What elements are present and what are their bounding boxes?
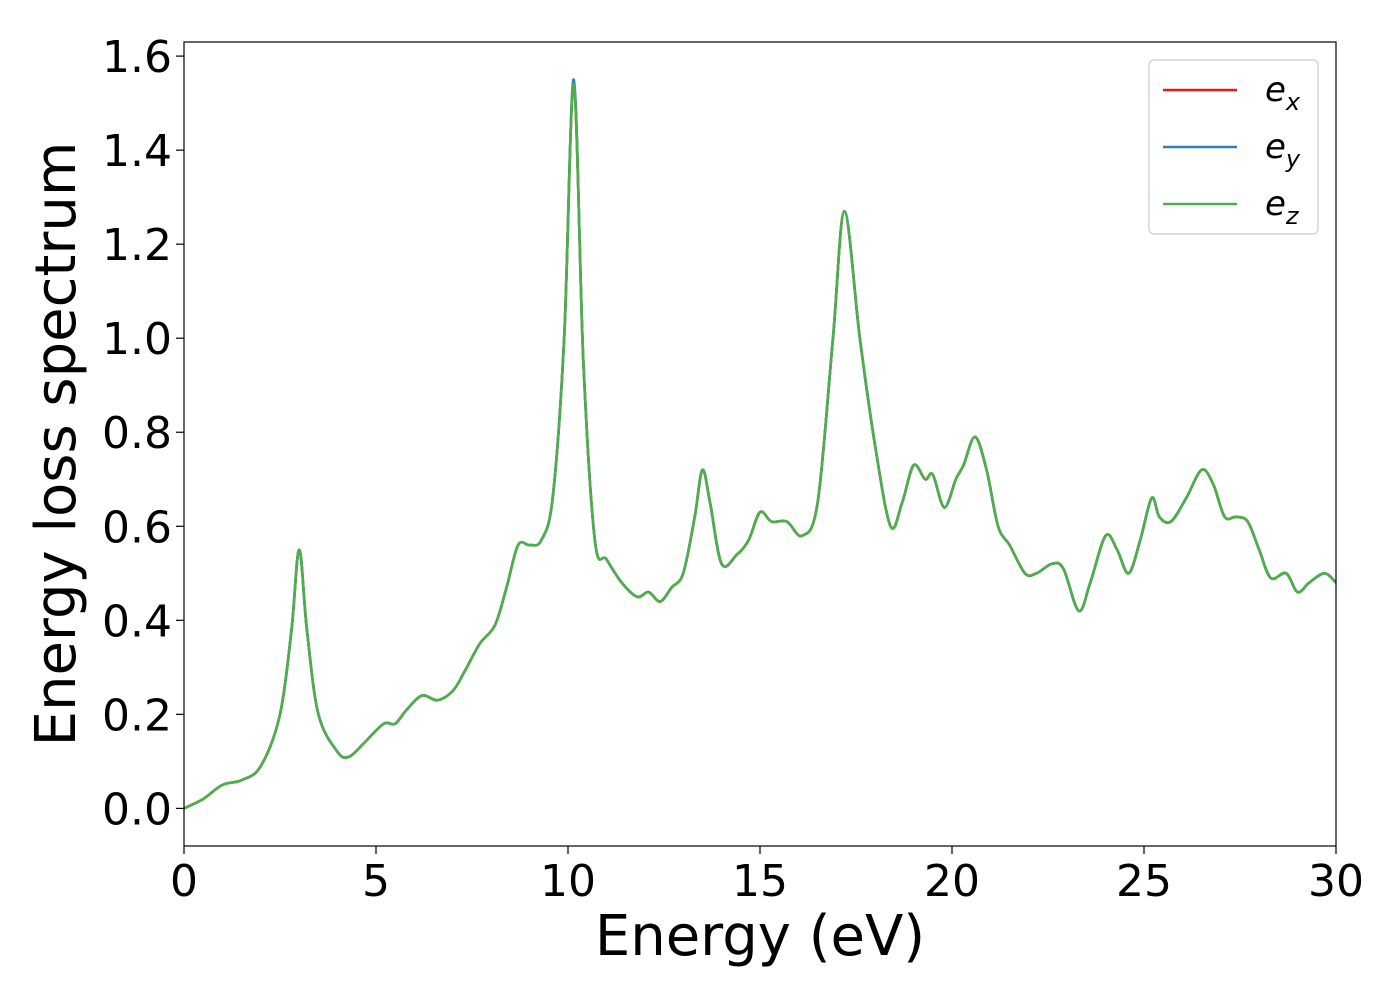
x-axis: 0 5 10 15 20 25 30	[170, 846, 1364, 907]
legend-label-e-z: ez	[1265, 184, 1300, 230]
y-tick-label: 0.8	[102, 408, 172, 459]
y-tick-label: 1.4	[102, 126, 172, 177]
series-line-e-z	[184, 83, 1336, 810]
y-axis-label: Energy loss spectrum	[24, 142, 89, 747]
y-tick-label: 1.0	[102, 314, 172, 365]
y-tick-label: 0.6	[102, 502, 172, 553]
y-axis: 0.0 0.2 0.4 0.6 0.8 1.0 1.2 1.4 1.6	[102, 32, 184, 835]
legend-label-e-x: ex	[1265, 70, 1301, 116]
x-tick-label: 30	[1308, 856, 1364, 907]
x-tick-label: 5	[362, 856, 390, 907]
series-layer	[184, 78, 1336, 810]
x-tick-label: 20	[924, 856, 980, 907]
y-tick-label: 0.2	[102, 690, 172, 741]
y-tick-label: 1.6	[102, 32, 172, 83]
y-tick-label: 1.2	[102, 220, 172, 271]
x-axis-label: Energy (eV)	[595, 904, 925, 969]
y-tick-label: 0.0	[102, 784, 172, 835]
x-tick-label: 10	[540, 856, 596, 907]
legend: ex ey ez	[1148, 59, 1319, 235]
x-tick-label: 0	[170, 856, 198, 907]
legend-label-e-y: ey	[1265, 127, 1301, 173]
y-tick-label: 0.4	[102, 596, 172, 647]
x-tick-label: 15	[732, 856, 788, 907]
x-tick-label: 25	[1116, 856, 1172, 907]
